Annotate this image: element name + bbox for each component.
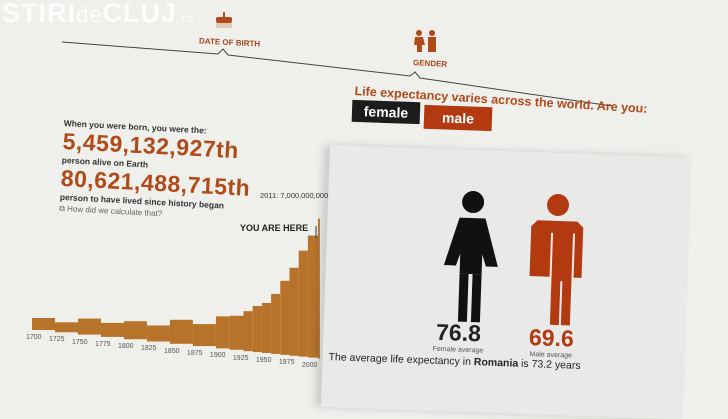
population-bar — [77, 318, 101, 335]
population-bar — [243, 311, 253, 352]
x-tick-label: 1700 — [26, 334, 42, 341]
population-bar — [289, 267, 299, 356]
population-bar — [192, 324, 216, 347]
population-bar — [100, 322, 124, 337]
population-bar — [54, 322, 78, 333]
x-tick-label: 1925 — [232, 354, 249, 362]
x-tick-label: 1875 — [186, 350, 203, 358]
population-bar — [271, 293, 281, 354]
population-bar — [215, 316, 230, 349]
population-bar — [146, 325, 170, 342]
x-tick-label: 1975 — [278, 359, 295, 367]
x-tick-label: 1950 — [255, 356, 272, 364]
x-tick-label: 2000 — [301, 361, 318, 369]
female-figure-icon — [443, 191, 498, 323]
population-bar — [169, 319, 193, 344]
population-bar — [252, 306, 262, 353]
male-figure-icon — [529, 193, 584, 326]
population-bar — [32, 318, 55, 330]
population-bar — [280, 280, 290, 355]
life-expectancy-card: 76.8 Female average 69.6 Male average Th… — [320, 145, 692, 419]
population-bar — [307, 235, 318, 358]
population-bar — [123, 321, 147, 340]
population-bar — [298, 250, 308, 357]
population-bar — [318, 218, 320, 359]
you-are-here-label: YOU ARE HERE — [240, 223, 309, 233]
male-stat: 69.6 Male average — [511, 323, 592, 360]
progress-line — [61, 41, 613, 107]
x-tick-label: 1850 — [163, 347, 180, 355]
male-value: 69.6 — [528, 324, 575, 352]
female-caption: Female average — [432, 345, 484, 355]
x-tick-label: 1800 — [117, 343, 134, 351]
x-tick-label: 1775 — [94, 340, 111, 348]
watermark-logo: STIRIdeCLUJ.ro — [2, 0, 195, 28]
x-tick-label: 1900 — [209, 352, 226, 360]
population-bar — [261, 302, 272, 353]
annotation-top: 2011: 7,000,000,000 — [260, 191, 329, 200]
female-value: 76.8 — [435, 318, 482, 347]
gender-figures-icon[interactable] — [413, 30, 439, 57]
population-bar — [229, 315, 244, 350]
birthday-cake-icon[interactable] — [214, 12, 234, 35]
x-tick-label: 1750 — [71, 338, 88, 346]
x-tick-label: 1825 — [140, 345, 157, 353]
x-tick-label: 1725 — [48, 336, 65, 344]
population-chart — [32, 218, 320, 359]
female-stat: 76.8 Female average — [418, 318, 499, 355]
